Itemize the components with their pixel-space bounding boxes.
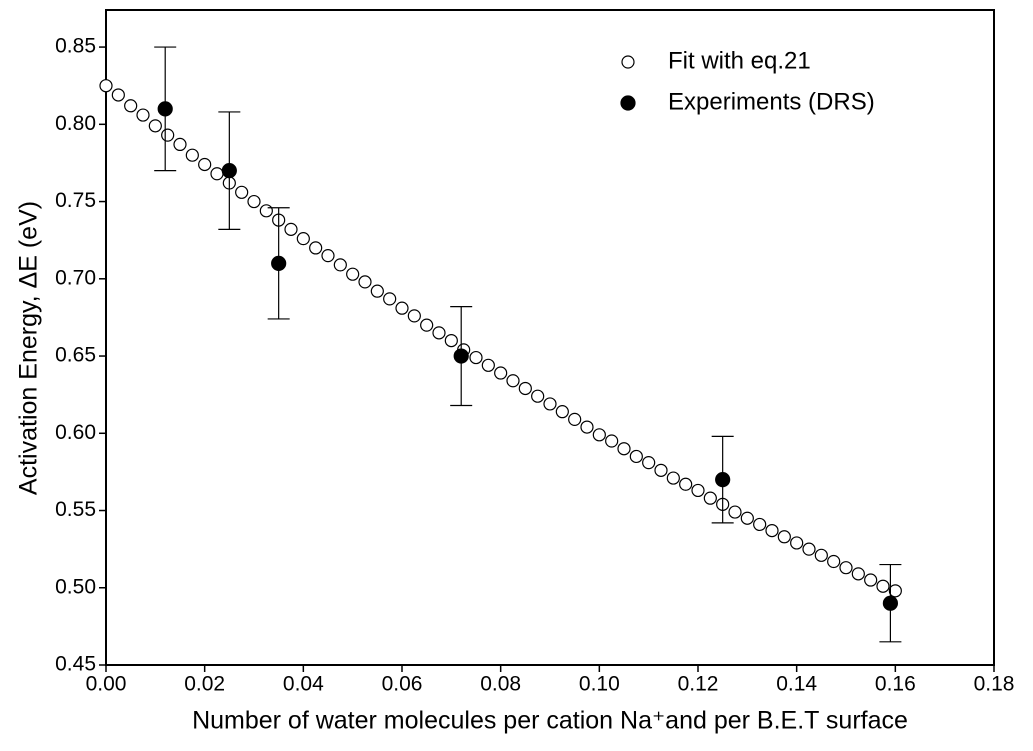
data-point xyxy=(148,119,162,133)
data-point xyxy=(580,420,594,434)
y-tick-label: 0.65 xyxy=(55,344,96,367)
data-point xyxy=(715,472,731,488)
data-point xyxy=(728,505,742,519)
x-axis-title: Number of water molecules per cation Na⁺… xyxy=(192,707,908,735)
y-tick-label: 0.80 xyxy=(55,112,96,135)
data-point xyxy=(666,471,680,485)
data-point xyxy=(518,381,532,396)
data-point xyxy=(247,194,261,209)
data-point xyxy=(777,530,791,544)
data-point xyxy=(173,137,187,151)
data-point xyxy=(157,101,173,117)
data-point xyxy=(333,258,347,272)
y-tick-label: 0.60 xyxy=(55,421,96,444)
x-tick-label: 0.00 xyxy=(86,673,127,696)
data-point xyxy=(284,222,298,236)
data-point xyxy=(876,579,890,593)
data-point xyxy=(210,167,224,181)
data-point xyxy=(395,301,409,315)
data-point xyxy=(568,412,582,426)
data-point xyxy=(198,157,212,172)
data-point xyxy=(851,567,865,581)
data-point xyxy=(506,374,520,388)
plot-frame xyxy=(105,9,995,666)
x-tick-label: 0.08 xyxy=(480,673,521,696)
data-point xyxy=(370,284,384,298)
y-axis-title: Activation Energy, ΔE (eV) xyxy=(15,201,43,495)
y-tick-label: 0.45 xyxy=(55,653,96,676)
data-point xyxy=(703,491,717,505)
x-tick-label: 0.04 xyxy=(283,673,324,696)
x-tick-label: 0.02 xyxy=(184,673,225,696)
x-tick-label: 0.10 xyxy=(579,673,620,696)
data-point xyxy=(296,232,310,246)
data-point xyxy=(827,554,841,569)
data-point xyxy=(432,326,446,340)
x-tick-label: 0.16 xyxy=(875,673,916,696)
x-tick-label: 0.18 xyxy=(974,673,1015,696)
y-tick-label: 0.70 xyxy=(55,266,96,289)
data-point xyxy=(802,542,816,556)
data-point xyxy=(543,397,557,411)
x-tick-label: 0.12 xyxy=(678,673,719,696)
data-point xyxy=(444,333,458,348)
data-point xyxy=(161,128,175,142)
legend-marker xyxy=(620,95,636,111)
y-tick-label: 0.75 xyxy=(55,189,96,212)
data-point xyxy=(136,108,150,122)
data-point xyxy=(453,348,469,364)
data-point xyxy=(407,309,421,323)
data-point xyxy=(605,434,619,448)
data-point xyxy=(888,584,902,598)
data-point xyxy=(185,148,199,162)
data-point xyxy=(111,88,125,102)
legend-marker xyxy=(621,55,635,69)
data-point xyxy=(420,318,434,332)
data-point xyxy=(882,595,899,611)
data-point xyxy=(259,204,273,218)
data-point xyxy=(691,483,705,498)
data-point xyxy=(309,241,323,255)
data-point xyxy=(99,79,113,93)
data-point xyxy=(481,358,495,372)
data-point xyxy=(555,405,569,419)
data-point xyxy=(494,366,508,380)
data-point xyxy=(740,511,754,525)
data-point xyxy=(531,389,545,403)
data-point xyxy=(642,456,656,470)
data-point xyxy=(383,292,397,306)
data-point xyxy=(346,267,360,281)
data-point xyxy=(592,428,606,442)
data-point xyxy=(235,185,249,199)
data-point xyxy=(679,477,693,491)
data-point xyxy=(321,249,335,263)
y-tick-label: 0.55 xyxy=(55,498,96,521)
x-tick-label: 0.06 xyxy=(382,673,423,696)
data-point xyxy=(864,573,878,587)
data-point xyxy=(629,449,643,464)
data-point xyxy=(358,275,372,289)
y-tick-label: 0.85 xyxy=(55,35,96,58)
x-tick-label: 0.14 xyxy=(776,673,817,696)
data-point xyxy=(814,548,828,562)
data-point xyxy=(221,163,237,179)
data-point xyxy=(839,561,853,575)
data-point xyxy=(753,517,767,532)
data-point xyxy=(469,350,483,365)
legend-label: Fit with eq.21 xyxy=(668,47,811,74)
data-point xyxy=(765,524,779,538)
data-point xyxy=(654,463,668,477)
data-point xyxy=(124,99,138,113)
data-point xyxy=(271,255,287,271)
legend-label: Experiments (DRS) xyxy=(668,88,875,115)
data-point xyxy=(617,442,631,456)
y-tick-label: 0.50 xyxy=(55,575,96,598)
data-point xyxy=(790,536,804,550)
